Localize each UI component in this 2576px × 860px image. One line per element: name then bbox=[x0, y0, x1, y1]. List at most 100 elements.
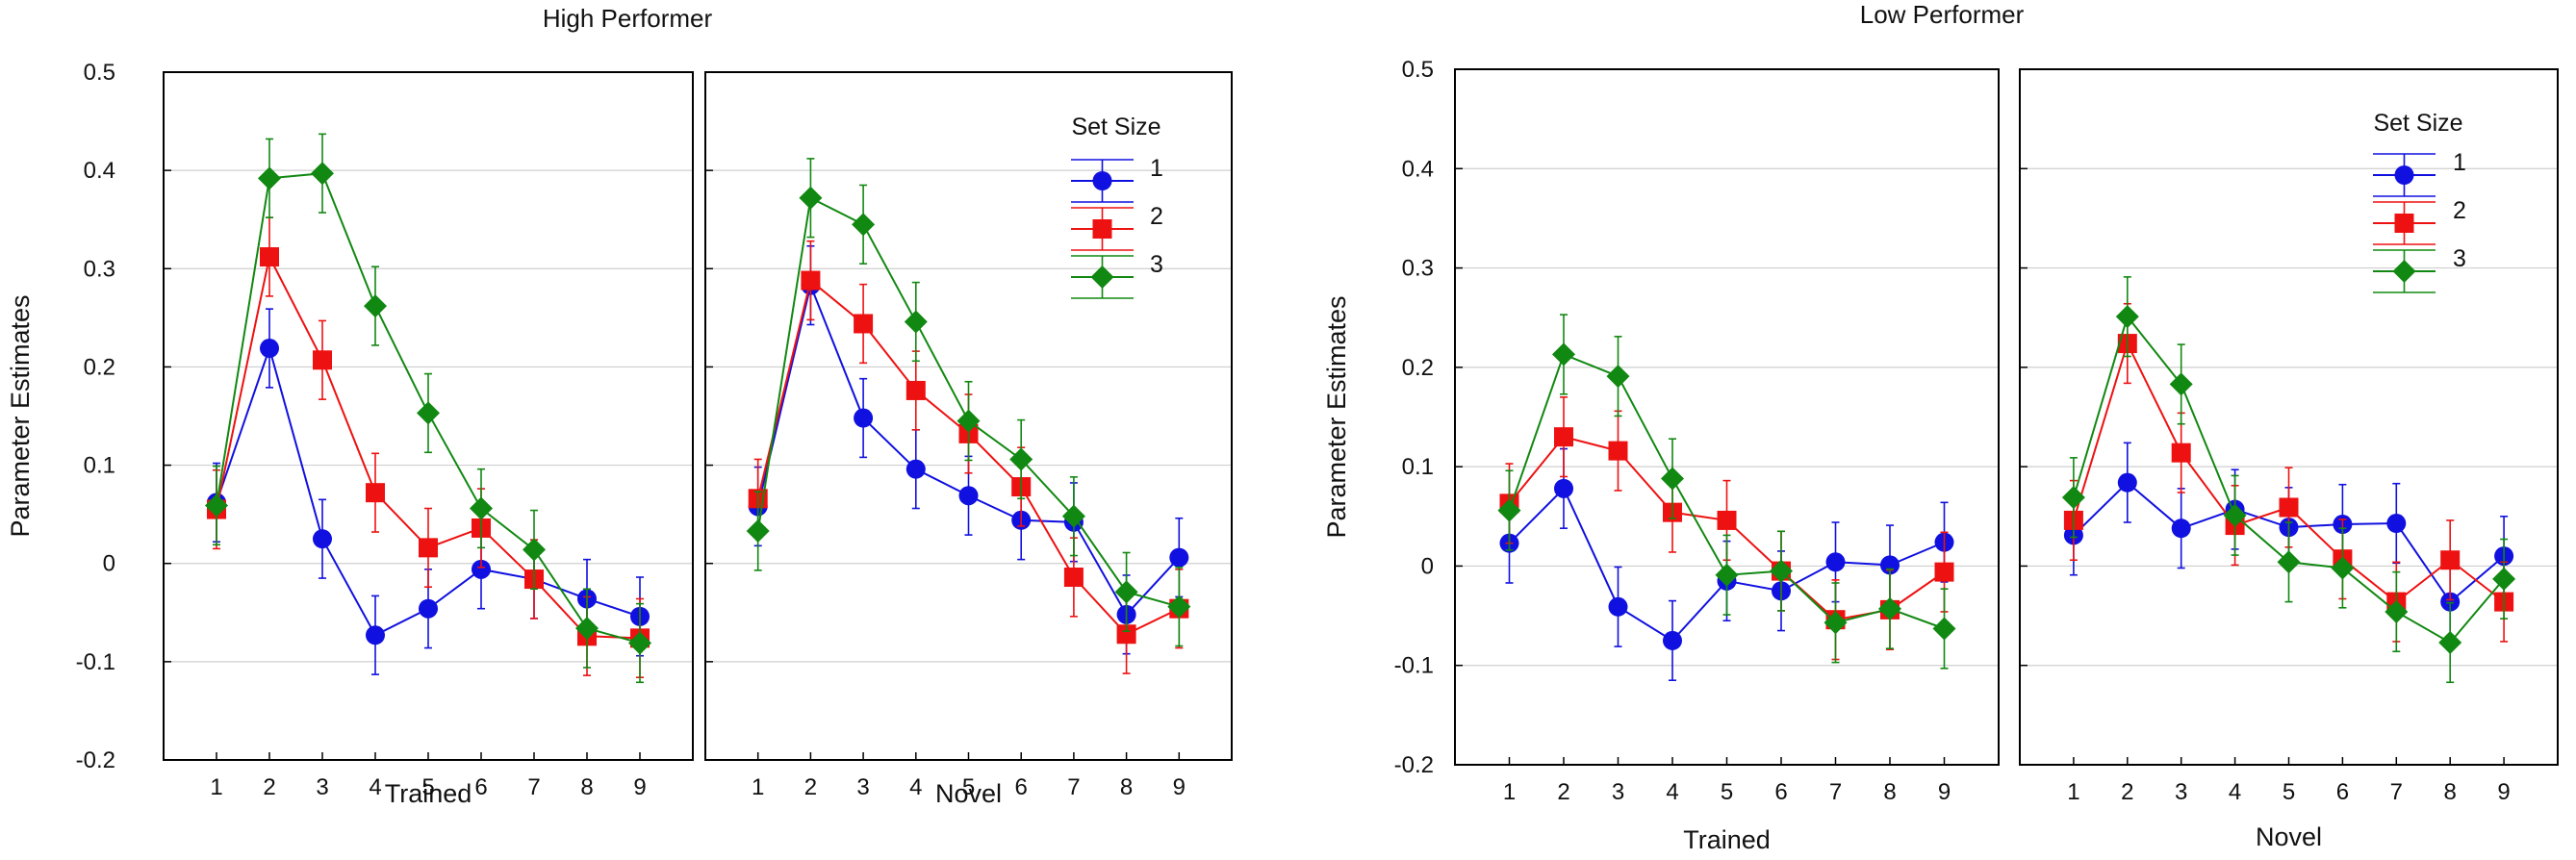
data-point bbox=[2385, 599, 2409, 623]
x-tick-label: 6 bbox=[474, 774, 487, 800]
x-tick-label: 8 bbox=[2444, 779, 2457, 805]
data-point bbox=[1169, 547, 1189, 568]
data-point bbox=[2438, 630, 2462, 654]
x-tick-label: 2 bbox=[1557, 779, 1569, 805]
data-point bbox=[523, 538, 546, 562]
data-point bbox=[2277, 550, 2301, 574]
x-tick-label: 4 bbox=[369, 774, 381, 800]
data-point bbox=[1717, 510, 1737, 530]
legend: Set Size 1 2 3 bbox=[2373, 110, 2466, 293]
x-tick-label: 1 bbox=[2067, 779, 2079, 805]
data-point bbox=[419, 598, 438, 619]
y-tick-label: 0.3 bbox=[1402, 256, 1434, 282]
x-tick-label: 8 bbox=[1883, 779, 1896, 805]
y-tick-label: 0.5 bbox=[1402, 57, 1434, 83]
data-point bbox=[2061, 486, 2085, 510]
x-tick-label: 3 bbox=[2175, 779, 2187, 805]
x-tick-label: 3 bbox=[316, 774, 328, 800]
x-tick-label: 5 bbox=[962, 774, 975, 800]
x-tick-label: 8 bbox=[1120, 774, 1133, 800]
x-axis-label: Novel bbox=[935, 779, 1002, 808]
x-tick-label: 3 bbox=[856, 774, 869, 800]
data-point bbox=[905, 459, 926, 479]
data-point bbox=[260, 247, 279, 267]
data-point bbox=[2492, 567, 2516, 591]
data-point bbox=[1824, 611, 1848, 635]
data-point bbox=[470, 496, 493, 520]
x-tick-label: 1 bbox=[210, 774, 222, 800]
x-tick-label: 5 bbox=[421, 774, 434, 800]
data-point bbox=[854, 314, 874, 334]
data-point bbox=[2386, 514, 2407, 534]
data-point bbox=[258, 166, 281, 190]
data-point bbox=[260, 339, 279, 359]
data-point bbox=[1061, 504, 1085, 528]
x-tick-label: 5 bbox=[2283, 779, 2295, 805]
data-point bbox=[311, 162, 334, 186]
data-point bbox=[2331, 556, 2355, 580]
x-tick-label: 8 bbox=[580, 774, 593, 800]
legend-entry-3: 3 bbox=[1071, 251, 1163, 299]
series-3 bbox=[2061, 276, 2516, 684]
x-tick-label: 6 bbox=[2336, 779, 2349, 805]
legend-entry-2: 2 bbox=[1071, 203, 1163, 251]
panel-frame bbox=[163, 71, 694, 761]
legend-marker bbox=[2394, 214, 2414, 233]
x-tick-label: 4 bbox=[2229, 779, 2241, 805]
x-tick-label: 6 bbox=[1774, 779, 1787, 805]
data-point bbox=[1934, 562, 1954, 582]
data-point bbox=[1116, 624, 1136, 645]
series-3 bbox=[205, 133, 651, 684]
chart-title: Low Performer bbox=[1860, 0, 2025, 29]
y-tick-label: 0.4 bbox=[1402, 156, 1434, 182]
y-tick-label: -0.1 bbox=[76, 649, 115, 675]
data-point bbox=[2223, 503, 2247, 527]
data-point bbox=[2117, 472, 2137, 493]
data-point bbox=[366, 483, 385, 503]
y-tick-label: 0.1 bbox=[1402, 454, 1434, 480]
data-point bbox=[419, 538, 438, 558]
x-tick-label: 7 bbox=[2390, 779, 2403, 805]
data-point bbox=[956, 409, 981, 433]
data-point bbox=[2440, 550, 2461, 570]
data-point bbox=[1554, 478, 1573, 498]
y-tick-label: -0.2 bbox=[76, 747, 115, 773]
y-tick-label: 0.3 bbox=[84, 256, 115, 282]
data-point bbox=[1167, 594, 1191, 619]
data-point bbox=[205, 493, 228, 518]
data-point bbox=[1880, 555, 1900, 575]
data-point bbox=[1009, 447, 1033, 471]
data-point bbox=[2115, 305, 2139, 329]
data-point bbox=[1663, 630, 1682, 650]
data-point bbox=[1606, 365, 1630, 389]
x-tick-label: 1 bbox=[1503, 779, 1516, 805]
x-tick-label: 7 bbox=[1829, 779, 1842, 805]
data-point bbox=[1770, 559, 1793, 583]
series-3 bbox=[1497, 314, 1956, 670]
legend-label: 3 bbox=[1150, 251, 1163, 278]
data-point bbox=[1661, 467, 1684, 491]
data-point bbox=[2171, 443, 2191, 463]
data-point bbox=[1554, 427, 1573, 447]
data-point bbox=[2440, 592, 2461, 612]
y-tick-label: 0.4 bbox=[84, 158, 115, 184]
data-point bbox=[1114, 580, 1138, 604]
legend-title: Set Size bbox=[2373, 110, 2462, 137]
legend-entry-3: 3 bbox=[2373, 245, 2466, 293]
y-tick-label: 0.5 bbox=[84, 60, 115, 86]
series-1 bbox=[207, 308, 650, 675]
data-point bbox=[1932, 617, 1956, 641]
series-3 bbox=[746, 158, 1191, 647]
data-point bbox=[746, 519, 770, 544]
y-tick-label: -0.1 bbox=[1394, 653, 1434, 679]
legend-marker bbox=[1092, 171, 1112, 190]
panel-frame bbox=[704, 71, 1233, 761]
legend-title: Set Size bbox=[1071, 114, 1160, 140]
legend-label: 1 bbox=[2453, 149, 2466, 176]
data-point bbox=[364, 294, 387, 318]
data-point bbox=[854, 408, 874, 428]
legend-marker bbox=[2394, 165, 2414, 185]
legend-entry-1: 1 bbox=[2373, 149, 2466, 197]
y-tick-label: 0.2 bbox=[1402, 355, 1434, 381]
